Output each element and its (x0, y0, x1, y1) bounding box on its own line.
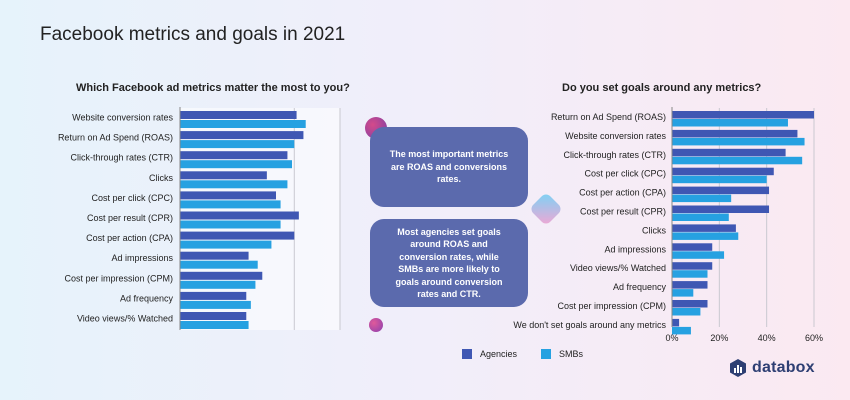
category-label-0-8: Cost per impression (CPM) (64, 273, 173, 283)
bar-0-smbs-5 (180, 220, 281, 229)
legend-item-agencies: Agencies (462, 349, 517, 359)
category-label-0-0: Website conversion rates (72, 113, 173, 123)
bar-1-agencies-8 (672, 262, 713, 270)
bar-0-smbs-1 (180, 140, 295, 149)
category-label-1-11: We don't set goals around any metrics (513, 320, 666, 330)
bar-1-agencies-2 (672, 148, 786, 157)
bar-1-agencies-0 (672, 111, 814, 119)
tick-label-1-0: 0% (665, 333, 678, 343)
category-label-1-10: Cost per impression (CPM) (557, 301, 666, 311)
bar-0-smbs-3 (180, 180, 288, 189)
bar-0-agencies-3 (180, 171, 267, 180)
category-label-0-10: Video views/% Watched (77, 314, 173, 324)
bar-1-smbs-2 (672, 156, 803, 165)
bar-1-smbs-9 (672, 289, 694, 297)
callout-agencies-smbs: Most agencies set goals around ROAS and … (370, 219, 528, 307)
bar-0-agencies-0 (180, 111, 297, 119)
bar-0-smbs-0 (180, 120, 306, 128)
page-title: Facebook metrics and goals in 2021 (40, 24, 346, 45)
bar-0-agencies-10 (180, 312, 247, 320)
bar-1-agencies-6 (672, 224, 736, 232)
left-chart-title: Which Facebook ad metrics matter the mos… (76, 82, 350, 94)
bar-1-smbs-5 (672, 213, 729, 221)
tick-label-1-3: 60% (805, 333, 823, 343)
bar-0-agencies-8 (180, 271, 263, 280)
bar-1-smbs-4 (672, 194, 732, 203)
bar-1-smbs-6 (672, 232, 739, 240)
bar-0-smbs-6 (180, 240, 272, 249)
bar-1-agencies-7 (672, 243, 713, 251)
category-label-1-4: Cost per action (CPA) (579, 188, 666, 198)
category-label-1-6: Clicks (642, 225, 666, 235)
bar-0-agencies-9 (180, 291, 247, 300)
bar-0-agencies-5 (180, 211, 299, 220)
legend: Agencies SMBs (462, 349, 607, 359)
legend-item-smbs: SMBs (541, 349, 583, 359)
category-label-1-2: Click-through rates (CTR) (563, 150, 666, 160)
right-chart-title: Do you set goals around any metrics? (562, 82, 762, 94)
category-label-0-3: Clicks (149, 173, 173, 183)
category-label-0-4: Cost per click (CPC) (91, 193, 173, 203)
tick-label-1-1: 20% (710, 333, 728, 343)
category-label-1-1: Website conversion rates (565, 131, 666, 141)
category-label-0-6: Cost per action (CPA) (86, 233, 173, 243)
bar-0-smbs-4 (180, 200, 281, 209)
databox-logo-icon (730, 359, 746, 377)
legend-swatch-agencies (462, 349, 472, 359)
bar-0-smbs-7 (180, 260, 258, 269)
bar-1-smbs-1 (672, 137, 805, 146)
tick-label-1-2: 40% (758, 333, 776, 343)
bar-0-smbs-10 (180, 321, 249, 329)
category-label-0-5: Cost per result (CPR) (87, 213, 173, 223)
category-label-1-8: Video views/% Watched (570, 263, 666, 273)
bar-0-smbs-8 (180, 280, 256, 289)
legend-swatch-smbs (541, 349, 552, 359)
category-label-0-9: Ad frequency (120, 293, 174, 303)
bar-0-smbs-2 (180, 160, 292, 169)
databox-logo: databox (729, 358, 815, 378)
legend-label-smbs: SMBs (559, 349, 584, 359)
category-label-1-5: Cost per result (CPR) (580, 207, 666, 217)
bar-1-smbs-10 (672, 308, 701, 316)
bar-0-agencies-1 (180, 131, 304, 140)
bar-0-agencies-6 (180, 231, 295, 240)
databox-logo-text: databox (752, 359, 815, 376)
bar-1-agencies-1 (672, 129, 798, 138)
bar-1-agencies-5 (672, 205, 770, 213)
bar-0-agencies-4 (180, 191, 276, 200)
bar-1-smbs-0 (672, 119, 788, 127)
category-label-0-7: Ad impressions (111, 253, 173, 263)
bar-1-agencies-11 (672, 318, 680, 327)
category-label-1-3: Cost per click (CPC) (584, 169, 666, 179)
bar-1-smbs-3 (672, 175, 767, 184)
category-label-0-2: Click-through rates (CTR) (70, 153, 173, 163)
callout-roas-conversions: The most important metrics are ROAS and … (370, 127, 528, 207)
bar-1-agencies-10 (672, 300, 708, 308)
bar-0-smbs-9 (180, 300, 251, 309)
bar-1-smbs-7 (672, 251, 725, 259)
bar-1-agencies-3 (672, 167, 774, 176)
bar-1-smbs-11 (672, 326, 691, 335)
category-label-1-0: Return on Ad Spend (ROAS) (551, 112, 666, 122)
decorative-bubble-bottom (369, 318, 383, 332)
category-label-1-7: Ad impressions (604, 244, 666, 254)
legend-label-agencies: Agencies (480, 349, 518, 359)
bar-1-agencies-4 (672, 186, 770, 195)
bar-0-agencies-2 (180, 151, 288, 160)
bar-1-smbs-8 (672, 270, 708, 278)
bar-0-agencies-7 (180, 251, 249, 260)
category-label-0-1: Return on Ad Spend (ROAS) (58, 133, 173, 143)
bar-1-agencies-9 (672, 281, 708, 289)
category-label-1-9: Ad frequency (613, 282, 667, 292)
